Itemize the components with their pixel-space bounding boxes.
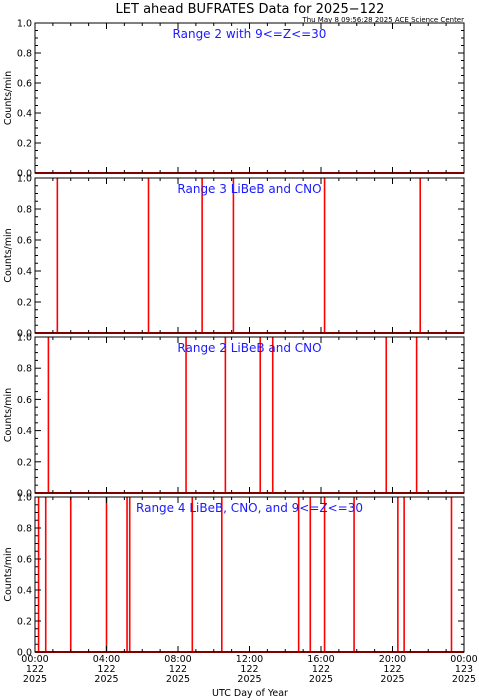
chart-title: LET ahead BUFRATES Data for 2025−122 [116, 2, 385, 17]
y-tick-label: 0.0 [17, 329, 32, 340]
x-tick-label-doy: 122 [240, 664, 258, 675]
y-tick-label: 0.4 [17, 586, 32, 597]
plot-frame [34, 336, 465, 494]
x-tick-label-year: 2025 [166, 674, 190, 685]
panel-3: 0.0 0.2 0.4 0.6 0.8 1.0 Range 2 LiBeB and CNO C… [3, 333, 465, 500]
x-tick-label-year: 2025 [23, 674, 47, 685]
y-axis-label: Counts/min [3, 547, 14, 601]
chart-subtitle: Thu May 8 09:56:28 2025 ACE Science Cent… [301, 16, 464, 24]
x-tick-label: 12:00 [236, 654, 263, 665]
y-axis-label: Counts/min [3, 71, 14, 125]
x-tick-label-doy: 123 [455, 664, 473, 675]
y-tick-label: 0.2 [17, 298, 32, 309]
x-tick-label-year: 2025 [452, 674, 476, 685]
x-tick-label-year: 2025 [94, 674, 118, 685]
y-tick-label: 0.8 [17, 364, 32, 375]
x-tick-label-year: 2025 [309, 674, 333, 685]
x-tick-label-doy: 122 [169, 664, 187, 675]
y-tick-label: 0.8 [17, 524, 32, 535]
y-tick-label: 0.4 [17, 109, 32, 120]
y-tick-label: 0.6 [17, 555, 32, 566]
y-tick-label: 0.6 [17, 79, 32, 90]
plot-frame [34, 177, 465, 334]
plot-frame [34, 496, 465, 653]
panel-4: 0.0 0.2 0.4 0.6 0.8 1.0 Range 4 LiBeB, CNO, an… [3, 493, 465, 659]
plot-frame [34, 22, 465, 174]
x-tick-label: 04:00 [93, 654, 120, 665]
y-tick-label: 1.0 [17, 19, 32, 30]
x-tick-labels: 00:00122202504:00122202508:00122202512:0… [21, 654, 477, 685]
y-tick-label: 0.2 [17, 617, 32, 628]
y-tick-label: 1.0 [17, 174, 32, 185]
y-axis-label: Counts/min [3, 228, 14, 282]
x-tick-label: 08:00 [164, 654, 191, 665]
y-tick-label: 0.0 [17, 489, 32, 500]
y-tick-label: 1.0 [17, 333, 32, 344]
y-tick-label: 0.4 [17, 267, 32, 278]
y-tick-label: 1.0 [17, 493, 32, 504]
y-axis-label: Counts/min [3, 388, 14, 442]
x-tick-label: 00:00 [21, 654, 48, 665]
panel-2: 0.0 0.2 0.4 0.6 0.8 1.0 Range 3 LiBeB and CNO C… [3, 174, 465, 340]
panel-title: Range 3 LiBeB and CNO [177, 182, 321, 196]
x-tick-label: 20:00 [379, 654, 406, 665]
y-tick-label: 0.0 [17, 648, 32, 659]
x-axis-label: UTC Day of Year [212, 688, 288, 699]
x-tick-label: 16:00 [307, 654, 334, 665]
x-tick-label-doy: 122 [383, 664, 401, 675]
y-tick-label: 0.8 [17, 49, 32, 60]
panels: 0.0 0.2 0.4 0.6 0.8 1.0 Range 2 with 9<=Z<=30 C… [3, 19, 478, 686]
panel-title: Range 2 with 9<=Z<=30 [173, 27, 327, 41]
y-tick-label: 0.2 [17, 139, 32, 150]
y-tick-label: 0.8 [17, 205, 32, 216]
x-tick-label-doy: 122 [312, 664, 330, 675]
panel-1: 0.0 0.2 0.4 0.6 0.8 1.0 Range 2 with 9<=Z<=30 C… [3, 19, 465, 180]
y-tick-label: 0.6 [17, 236, 32, 247]
y-tick-label: 0.0 [17, 169, 32, 180]
x-tick-label-year: 2025 [380, 674, 404, 685]
x-tick-label-doy: 122 [26, 664, 44, 675]
y-tick-label: 0.6 [17, 395, 32, 406]
panel-title: Range 4 LiBeB, CNO, and 9<=Z<=30 [136, 501, 363, 515]
panel-title: Range 2 LiBeB and CNO [177, 341, 321, 355]
x-tick-label: 00:00 [450, 654, 477, 665]
x-tick-label-doy: 122 [97, 664, 115, 675]
x-tick-label-year: 2025 [237, 674, 261, 685]
y-tick-label: 0.2 [17, 457, 32, 468]
y-tick-label: 0.4 [17, 426, 32, 437]
